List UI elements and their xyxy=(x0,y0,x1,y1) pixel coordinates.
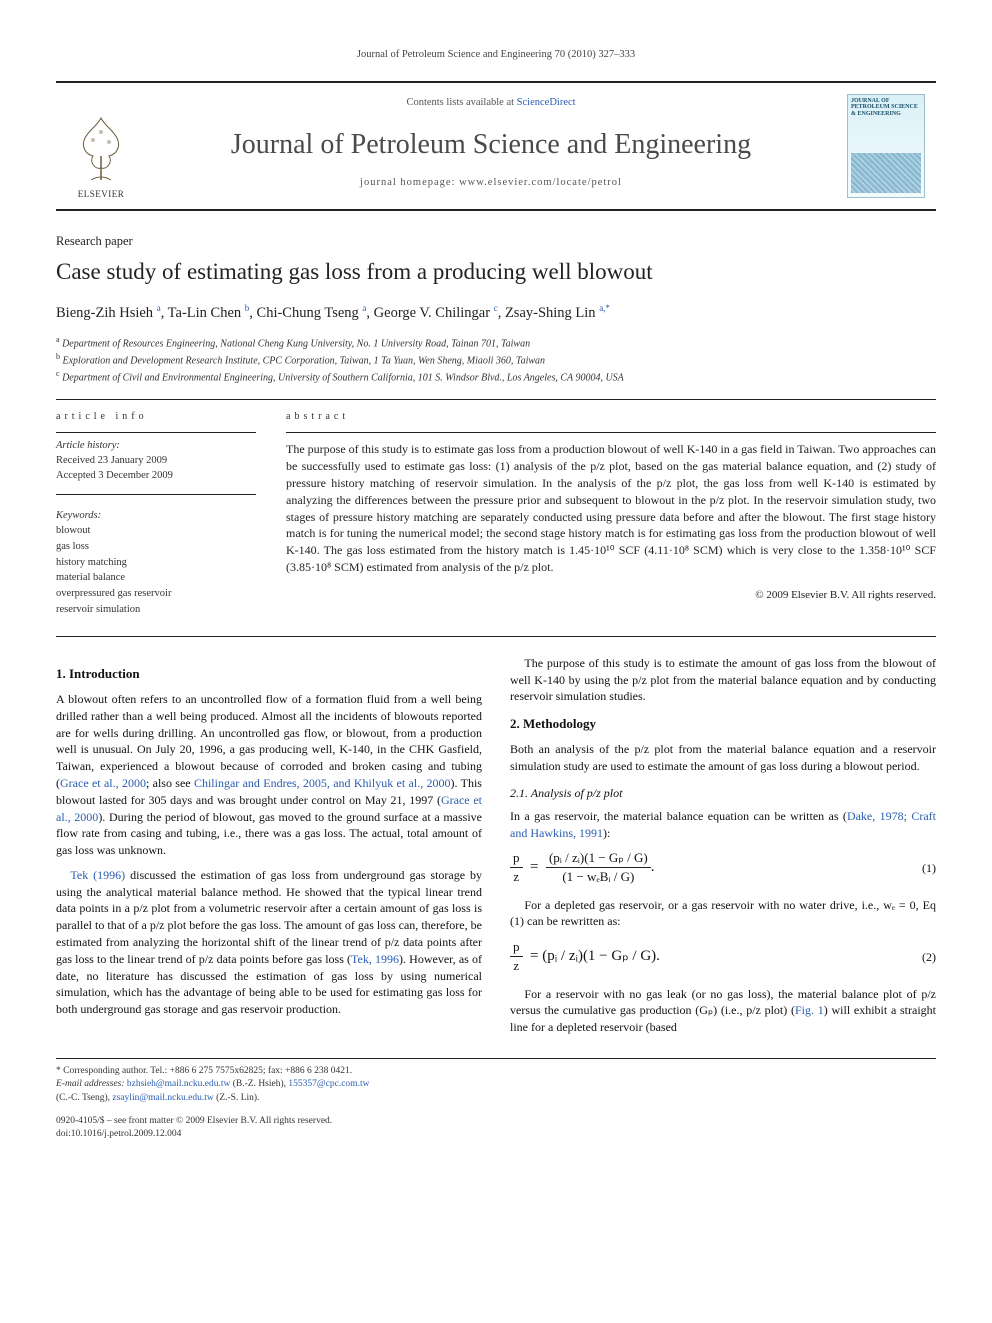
doi-line: doi:10.1016/j.petrol.2009.12.004 xyxy=(56,1128,470,1141)
footnote-block: * Corresponding author. Tel.: +886 6 275… xyxy=(56,1058,936,1141)
email-addresses-line: E-mail addresses: bzhsieh@mail.ncku.edu.… xyxy=(56,1078,470,1105)
journal-cover-thumbnail: JOURNAL OF PETROLEUM SCIENCE & ENGINEERI… xyxy=(847,94,925,198)
publisher-logo-block: ELSEVIER xyxy=(56,83,146,209)
intro-paragraph-2: Tek (1996) discussed the estimation of g… xyxy=(56,867,482,1018)
citation-link[interactable]: Tek (1996) xyxy=(70,868,125,882)
equation-1: pz = (pᵢ / zᵢ)(1 − Gₚ / G)(1 − wₑBᵢ / G)… xyxy=(510,849,936,886)
affiliation-b: b Exploration and Development Research I… xyxy=(56,351,936,368)
contents-prefix: Contents lists available at xyxy=(406,97,516,108)
homepage-prefix: journal homepage: xyxy=(360,177,459,188)
issn-line: 0920-4105/$ – see front matter © 2009 El… xyxy=(56,1115,470,1128)
homepage-url[interactable]: www.elsevier.com/locate/petrol xyxy=(459,177,622,188)
citation-link[interactable]: Chilingar and Endres, 2005, and Khilyuk … xyxy=(194,776,451,790)
email-link[interactable]: zsaylin@mail.ncku.edu.tw xyxy=(112,1093,213,1103)
affiliation-a: a Department of Resources Engineering, N… xyxy=(56,334,936,351)
abstract-copyright: © 2009 Elsevier B.V. All rights reserved… xyxy=(286,588,936,603)
received-date: Received 23 January 2009 xyxy=(56,454,256,469)
article-type-label: Research paper xyxy=(56,233,936,251)
abstract-text: The purpose of this study is to estimate… xyxy=(286,441,936,575)
running-header: Journal of Petroleum Science and Enginee… xyxy=(56,48,936,63)
corresponding-author-note: * Corresponding author. Tel.: +886 6 275… xyxy=(56,1065,470,1078)
author-list: Bieng-Zih Hsieh a, Ta-Lin Chen b, Chi-Ch… xyxy=(56,302,936,323)
article-info-block: article info Article history: Received 2… xyxy=(56,410,256,617)
abstract-block: abstract The purpose of this study is to… xyxy=(286,410,936,617)
equation-1-number: (1) xyxy=(922,860,936,877)
intro-paragraph-3: The purpose of this study is to estimate… xyxy=(510,655,936,705)
body-two-column: 1. Introduction A blowout often refers t… xyxy=(56,655,936,1036)
journal-masthead: ELSEVIER Contents lists available at Sci… xyxy=(56,81,936,211)
accepted-date: Accepted 3 December 2009 xyxy=(56,469,256,484)
cover-title-text: JOURNAL OF PETROLEUM SCIENCE & ENGINEERI… xyxy=(851,98,921,118)
methodology-paragraph-1: Both an analysis of the p/z plot from th… xyxy=(510,741,936,775)
keywords-head: Keywords: xyxy=(56,509,256,524)
cover-graphic-icon xyxy=(851,153,921,193)
citation-link[interactable]: Tek, 1996 xyxy=(351,952,399,966)
email-link[interactable]: 155357@cpc.com.tw xyxy=(288,1079,369,1089)
equation-2-number: (2) xyxy=(922,949,936,966)
keywords-list: blowoutgas losshistory matchingmaterial … xyxy=(56,523,256,618)
divider-rule xyxy=(56,399,936,400)
equation-2: pz = (pᵢ / zᵢ)(1 − Gₚ / G). (2) xyxy=(510,938,936,975)
sciencedirect-link[interactable]: ScienceDirect xyxy=(517,97,576,108)
abstract-head: abstract xyxy=(286,410,936,424)
citation-link[interactable]: Grace et al., 2000 xyxy=(60,776,146,790)
article-title: Case study of estimating gas loss from a… xyxy=(56,256,936,288)
divider-rule xyxy=(56,636,936,637)
journal-homepage-line: journal homepage: www.elsevier.com/locat… xyxy=(158,176,824,191)
affiliation-c: c Department of Civil and Environmental … xyxy=(56,368,936,385)
affiliations-block: a Department of Resources Engineering, N… xyxy=(56,334,936,386)
contents-available-line: Contents lists available at ScienceDirec… xyxy=(158,96,824,111)
s21-paragraph-3: For a reservoir with no gas leak (or no … xyxy=(510,986,936,1036)
figure-link[interactable]: Fig. 1 xyxy=(795,1003,824,1017)
s21-paragraph-1: In a gas reservoir, the material balance… xyxy=(510,808,936,842)
email-link[interactable]: bzhsieh@mail.ncku.edu.tw xyxy=(127,1079,230,1089)
section-2-head: 2. Methodology xyxy=(510,715,936,733)
journal-name: Journal of Petroleum Science and Enginee… xyxy=(158,125,824,164)
section-2-1-head: 2.1. Analysis of p/z plot xyxy=(510,785,936,802)
article-info-head: article info xyxy=(56,410,256,424)
publisher-name: ELSEVIER xyxy=(78,188,125,201)
intro-paragraph-1: A blowout often refers to an uncontrolle… xyxy=(56,691,482,859)
s21-paragraph-2: For a depleted gas reservoir, or a gas r… xyxy=(510,897,936,931)
elsevier-tree-icon: ELSEVIER xyxy=(66,101,136,201)
article-history-head: Article history: xyxy=(56,439,256,454)
section-1-head: 1. Introduction xyxy=(56,665,482,683)
